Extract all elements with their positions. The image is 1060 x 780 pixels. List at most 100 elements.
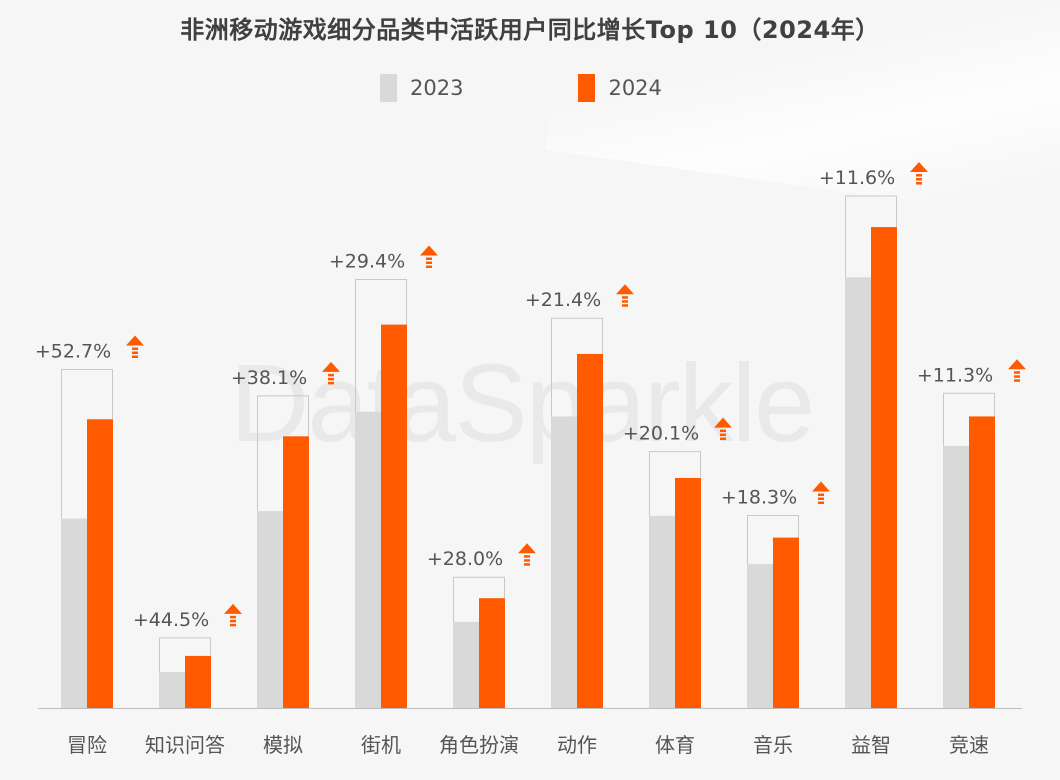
bar-2024-2	[283, 436, 309, 708]
growth-label-9: +11.3%	[917, 364, 993, 386]
growth-bracket-0	[61, 368, 113, 519]
bar-2024-5	[577, 353, 603, 708]
up-arrow-icon	[224, 603, 242, 627]
up-arrow-head	[420, 245, 438, 256]
up-arrow-icon	[616, 284, 634, 307]
up-arrow-stem	[328, 373, 334, 377]
bar-2023-8	[845, 277, 871, 708]
growth-bracket-1	[159, 637, 211, 673]
growth-label-6: +20.1%	[623, 423, 699, 445]
up-arrow-stem	[524, 555, 530, 558]
up-arrow-stem	[818, 501, 824, 505]
up-arrow-stem	[720, 429, 726, 433]
bar-2024-9	[969, 416, 995, 708]
up-arrow-stem	[622, 300, 628, 303]
up-arrow-stem	[328, 381, 334, 385]
category-label-3: 街机	[361, 733, 401, 757]
legend: 2023 2024	[380, 74, 777, 102]
growth-bracket-8	[845, 195, 897, 278]
legend-swatch-2023	[380, 74, 397, 102]
growth-bracket-9	[943, 392, 995, 446]
up-arrow-icon	[1008, 359, 1026, 382]
bar-2023-2	[257, 511, 283, 708]
bar-2024-7	[773, 537, 799, 708]
growth-label-1: +44.5%	[133, 609, 209, 631]
up-arrow-stem	[426, 257, 432, 261]
up-arrow-stem	[230, 615, 236, 619]
bar-2023-4	[453, 621, 479, 708]
up-arrow-stem	[230, 623, 236, 627]
growth-label-3: +29.4%	[329, 251, 405, 273]
up-arrow-stem	[132, 347, 138, 350]
growth-label-4: +28.0%	[427, 548, 503, 570]
up-arrow-stem	[720, 437, 726, 441]
bar-2024-4	[479, 598, 505, 708]
up-arrow-stem	[1014, 379, 1020, 382]
category-label-5: 动作	[557, 733, 597, 757]
up-arrow-head	[616, 284, 634, 295]
up-arrow-head	[518, 543, 536, 554]
up-arrow-stem	[328, 377, 334, 381]
up-arrow-head	[322, 361, 340, 372]
bar-2023-1	[159, 672, 185, 708]
bar-2024-3	[381, 324, 407, 708]
up-arrow-icon	[910, 162, 928, 185]
up-arrow-stem	[1014, 375, 1020, 378]
up-arrow-icon	[322, 361, 340, 385]
up-arrow-stem	[818, 497, 824, 501]
legend-swatch-2024	[578, 74, 596, 102]
category-label-4: 角色扮演	[439, 733, 519, 757]
bar-2023-3	[355, 411, 381, 708]
category-label-0: 冒险	[67, 733, 107, 757]
up-arrow-head	[910, 162, 928, 173]
growth-bracket-7	[747, 515, 799, 565]
up-arrow-stem	[916, 178, 922, 181]
up-arrow-head	[812, 481, 830, 492]
up-arrow-stem	[720, 433, 726, 437]
growth-bracket-6	[649, 451, 701, 516]
up-arrow-stem	[132, 355, 138, 358]
up-arrow-stem	[132, 351, 138, 354]
category-label-2: 模拟	[263, 733, 303, 757]
category-label-7: 音乐	[753, 733, 793, 757]
up-arrow-stem	[622, 296, 628, 299]
up-arrow-stem	[426, 261, 432, 265]
up-arrow-head	[714, 417, 732, 428]
up-arrow-stem	[230, 619, 236, 623]
growth-label-2: +38.1%	[231, 367, 307, 389]
up-arrow-stem	[524, 563, 530, 566]
growth-bracket-2	[257, 395, 309, 512]
category-label-9: 竞速	[949, 733, 989, 757]
legend-label-2024: 2024	[608, 76, 662, 100]
growth-label-7: +18.3%	[721, 487, 797, 509]
category-label-6: 体育	[655, 733, 695, 757]
up-arrow-icon	[518, 543, 536, 566]
up-arrow-stem	[818, 493, 824, 497]
bar-2023-0	[61, 518, 87, 708]
bar-2023-9	[943, 445, 969, 708]
up-arrow-head	[224, 603, 242, 614]
bar-2023-6	[649, 515, 675, 708]
bar-2023-5	[551, 416, 577, 708]
up-arrow-icon	[126, 335, 144, 358]
growth-bracket-3	[355, 279, 407, 412]
growth-bracket-4	[453, 576, 505, 622]
up-arrow-icon	[420, 245, 438, 269]
bar-2024-1	[185, 655, 211, 708]
bar-2024-8	[871, 227, 897, 709]
bar-2023-7	[747, 564, 773, 708]
bar-2024-6	[675, 477, 701, 708]
up-arrow-icon	[812, 481, 830, 505]
category-label-8: 益智	[851, 733, 891, 757]
up-arrow-stem	[622, 304, 628, 307]
up-arrow-stem	[524, 559, 530, 562]
up-arrow-stem	[916, 174, 922, 177]
growth-label-5: +21.4%	[525, 289, 601, 311]
up-arrow-stem	[916, 182, 922, 185]
up-arrow-stem	[1014, 371, 1020, 374]
up-arrow-stem	[426, 265, 432, 269]
growth-label-8: +11.6%	[819, 167, 895, 189]
category-label-1: 知识问答	[145, 733, 225, 757]
growth-bracket-5	[551, 317, 603, 417]
